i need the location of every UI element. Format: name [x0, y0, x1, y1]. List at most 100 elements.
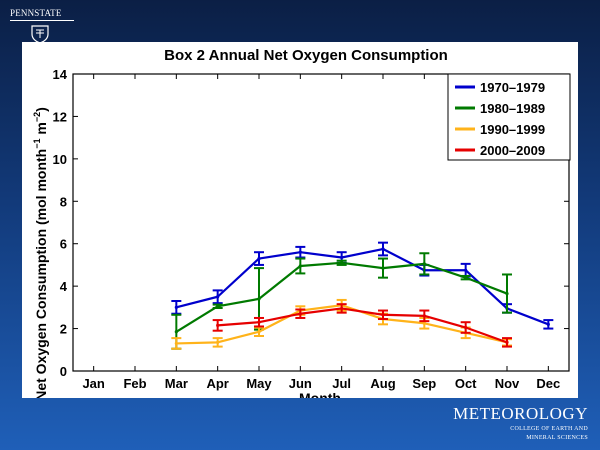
- x-tick-label: Jun: [289, 376, 312, 391]
- y-axis-label: Net Oxygen Consumption (mol month−1 m−2): [32, 107, 49, 398]
- error-bar: [171, 299, 182, 315]
- college-name-line-2: MINERAL SCIENCES: [526, 435, 588, 441]
- legend-label-1980: 1980–1989: [480, 101, 545, 116]
- data-point: [216, 340, 220, 344]
- chart-legend: 1970–1979 1980–1989 1990–1999 2000–2009: [447, 73, 571, 161]
- data-point: [422, 262, 426, 266]
- data-point: [174, 305, 178, 309]
- error-bar: [336, 259, 347, 266]
- y-tick-label: 2: [60, 322, 67, 337]
- x-tick-label: Jul: [332, 376, 351, 391]
- y-tick-label: 6: [60, 237, 67, 252]
- data-point: [257, 320, 261, 324]
- y-axis-label-sup1: −1: [32, 139, 42, 149]
- y-axis-label-mid: m: [33, 122, 49, 138]
- data-point: [298, 250, 302, 254]
- series-2000–2009: [212, 303, 512, 348]
- data-point: [546, 322, 550, 326]
- error-bar: [212, 319, 223, 332]
- data-point: [464, 276, 468, 280]
- x-tick-label: Oct: [455, 376, 477, 391]
- data-point: [505, 291, 509, 296]
- chart-title: Box 2 Annual Net Oxygen Consumption: [164, 47, 448, 64]
- error-bar: [543, 319, 554, 330]
- data-point: [257, 330, 261, 334]
- data-point: [257, 297, 261, 301]
- y-axis-label-end: ): [33, 107, 49, 112]
- error-bar: [419, 309, 430, 323]
- x-axis-label: Month: [299, 390, 341, 398]
- x-tick-label: Aug: [370, 376, 395, 391]
- error-bar: [295, 245, 306, 259]
- error-bar: [254, 326, 264, 337]
- y-tick-label: 14: [53, 67, 68, 82]
- error-bar: [212, 289, 223, 305]
- data-point: [464, 325, 468, 330]
- error-bar: [378, 241, 388, 257]
- college-name-line-1: COLLEGE OF EARTH AND: [510, 426, 588, 432]
- net-oxygen-chart: Box 2 Annual Net Oxygen Consumption 0 2 4 6…: [32, 47, 571, 398]
- series-line: [217, 307, 508, 344]
- x-tick-label: Feb: [123, 376, 146, 391]
- data-point: [464, 268, 468, 272]
- data-point: [216, 304, 220, 308]
- data-point: [174, 341, 178, 346]
- y-axis-label-main: Net Oxygen Consumption (mol month: [33, 149, 49, 398]
- error-bar: [419, 252, 430, 276]
- data-point: [381, 266, 385, 270]
- legend-label-2000: 2000–2009: [480, 143, 545, 158]
- chart-panel: Box 2 Annual Net Oxygen Consumption 0 2 4 6…: [22, 42, 578, 398]
- series-line: [175, 261, 508, 333]
- x-tick-label: Mar: [165, 376, 188, 391]
- data-point: [340, 255, 344, 260]
- data-point: [340, 306, 344, 311]
- error-bar: [254, 316, 264, 328]
- error-bar: [378, 309, 388, 321]
- department-name: METEOROLOGY: [453, 404, 588, 423]
- error-bar: [378, 257, 388, 279]
- error-bar: [254, 251, 264, 266]
- error-bar: [502, 273, 512, 314]
- error-bar: [171, 337, 182, 350]
- data-point: [216, 323, 220, 327]
- y-tick-label: 12: [53, 109, 67, 124]
- data-point: [298, 264, 302, 268]
- y-tick-label: 8: [60, 194, 67, 209]
- series-line: [176, 247, 549, 326]
- data-point: [381, 247, 385, 251]
- data-point: [174, 330, 178, 334]
- logo-rule: [10, 20, 74, 21]
- plot-frame: [72, 73, 570, 372]
- legend-label-1990: 1990–1999: [480, 122, 545, 137]
- data-point: [340, 261, 344, 265]
- error-bar: [295, 308, 306, 319]
- data-point: [505, 340, 509, 344]
- error-bar: [295, 257, 306, 275]
- x-tick-label: Jan: [82, 376, 104, 391]
- data-point: [257, 256, 261, 261]
- data-point: [381, 313, 385, 317]
- error-bar: [502, 337, 512, 348]
- legend-label-1970: 1970–1979: [480, 80, 545, 95]
- meteorology-logo: METEOROLOGY COLLEGE OF EARTH AND MINERAL…: [448, 404, 588, 444]
- plot-area: [72, 73, 570, 372]
- x-tick-label: Nov: [495, 376, 520, 391]
- y-tick-label: 4: [60, 279, 68, 294]
- error-bar: [460, 321, 471, 334]
- x-axis: Jan Feb Mar Apr May Jun Jul Aug Sep Oct Nov Dec: [82, 74, 560, 391]
- x-tick-label: Apr: [206, 376, 228, 391]
- y-tick-label: 10: [53, 152, 67, 167]
- x-tick-label: Sep: [412, 376, 436, 391]
- error-bar: [460, 274, 471, 281]
- data-point: [422, 321, 426, 325]
- y-tick-label: 0: [60, 364, 67, 379]
- error-bar: [336, 303, 347, 314]
- shield-icon: [31, 25, 49, 44]
- x-tick-label: May: [246, 376, 272, 391]
- error-bar: [212, 303, 223, 309]
- data-point: [216, 295, 220, 299]
- data-point: [298, 312, 302, 316]
- y-axis-label-sup2: −2: [32, 112, 42, 122]
- data-point: [422, 314, 426, 318]
- series-layer: [171, 241, 554, 350]
